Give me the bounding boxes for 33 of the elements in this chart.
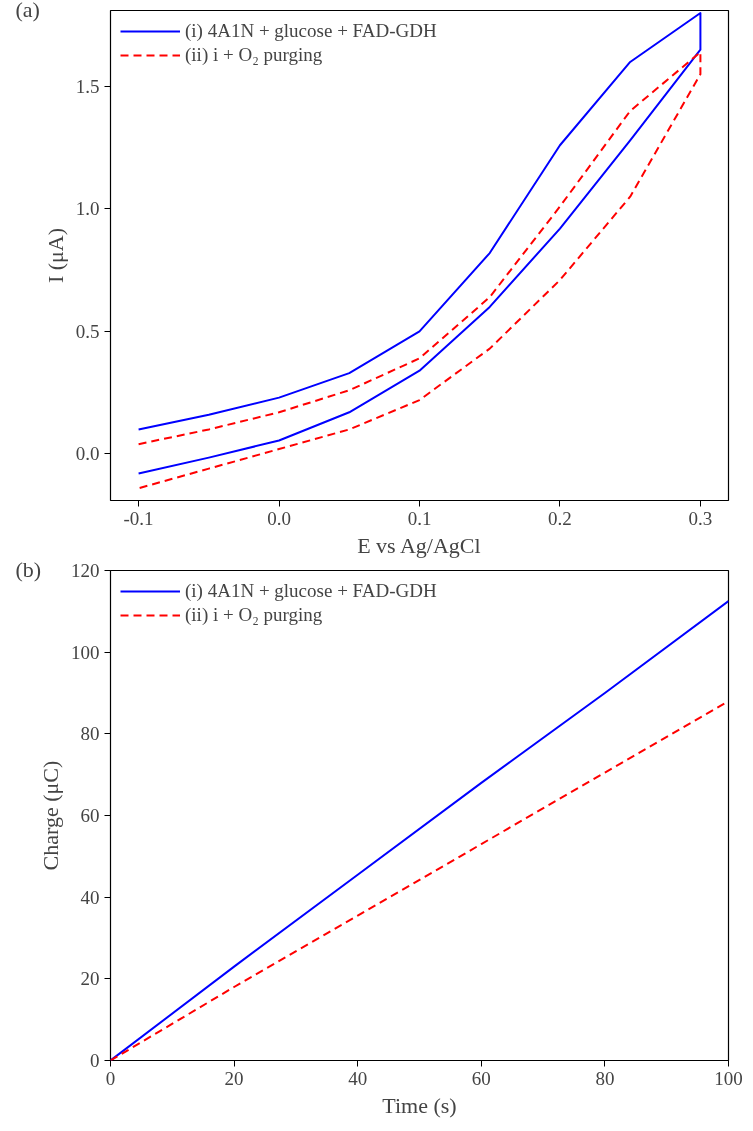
line-series — [110, 600, 729, 1061]
x-tick-label: -0.1 — [123, 507, 154, 529]
y-tick-label: 1.0 — [75, 198, 100, 220]
y-tick-label: 80 — [80, 723, 100, 745]
legend-label: (i) 4A1N + glucose + FAD-GDH — [185, 20, 437, 42]
x-tick-label: 0.2 — [548, 507, 572, 529]
y-tick-label: 120 — [71, 560, 100, 581]
x-tick-label: 100 — [714, 1067, 743, 1089]
x-tick-label: 20 — [224, 1067, 244, 1089]
y-tick-label: 20 — [80, 968, 100, 990]
legend-label: (ii) i + O₂ purging — [185, 604, 323, 626]
x-tick-label: 0 — [105, 1067, 116, 1089]
y-tick-label: 0 — [90, 1050, 100, 1071]
x-axis-title: E vs Ag/AgCl — [357, 532, 481, 558]
legend-label: (ii) i + O₂ purging — [185, 44, 323, 66]
x-tick-label: 0.1 — [407, 507, 432, 529]
y-tick-label: 1.5 — [75, 75, 100, 97]
text: (a) — [15, 0, 40, 22]
x-axis-title: Time (s) — [382, 1092, 457, 1118]
y-axis-title: I (μA) — [42, 227, 68, 284]
x-tick-label: 0.0 — [267, 507, 291, 529]
y-tick-label: 0.5 — [75, 320, 100, 342]
x-tick-label: 40 — [348, 1067, 368, 1089]
y-tick-label: 100 — [71, 641, 100, 663]
legend-label: (i) 4A1N + glucose + FAD-GDH — [185, 580, 437, 602]
x-tick-label: 80 — [595, 1067, 615, 1089]
text: (b) — [15, 556, 42, 582]
y-tick-label: 0.0 — [75, 443, 100, 465]
x-tick-label: 60 — [471, 1067, 491, 1089]
y-axis-title: Charge (μC) — [38, 760, 63, 871]
x-tick-label: 0.3 — [688, 507, 713, 529]
y-tick-label: 40 — [80, 886, 100, 908]
y-tick-label: 60 — [80, 805, 100, 826]
